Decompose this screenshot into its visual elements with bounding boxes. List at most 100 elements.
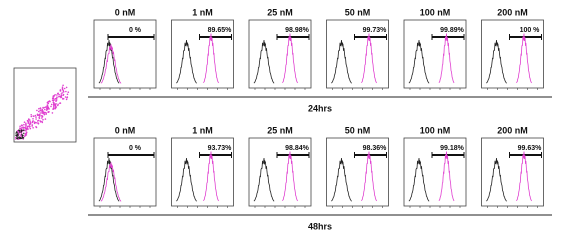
scatter-dot xyxy=(40,115,43,117)
panel-frame xyxy=(171,137,234,207)
scatter-dot xyxy=(55,100,57,102)
scatter-dot xyxy=(54,104,57,107)
scatter-dot xyxy=(38,107,40,110)
scatter-dot xyxy=(26,127,29,129)
percent-label: 98.84% xyxy=(285,145,310,152)
histogram-panel: 98.36% xyxy=(326,137,389,208)
scatter-dot xyxy=(36,120,39,122)
scatter-dot xyxy=(28,126,31,128)
scatter-dot xyxy=(61,87,64,90)
panel-frame xyxy=(248,19,312,89)
scatter-dot xyxy=(30,115,33,118)
scatter-dot xyxy=(60,96,63,98)
scatter-dot xyxy=(44,118,47,120)
treated-histogram xyxy=(203,33,219,84)
time-label: 48hrs xyxy=(308,221,332,231)
percent-label: 99.63% xyxy=(518,145,543,152)
histogram-panel: 0 % xyxy=(93,137,157,208)
scatter-dot xyxy=(29,123,32,125)
scatter-dot xyxy=(63,87,66,90)
percent-label: 0 % xyxy=(129,27,142,34)
scatter-dot xyxy=(29,127,32,130)
scatter-dot xyxy=(52,108,54,110)
panel-frame xyxy=(93,19,157,89)
scatter-dot xyxy=(21,137,23,139)
scatter-dot xyxy=(36,109,38,112)
scatter-dot xyxy=(55,103,57,105)
control-histogram xyxy=(253,157,275,202)
percent-label: 98.98% xyxy=(285,27,310,34)
scatter-dot xyxy=(41,111,43,113)
scatter-dot xyxy=(24,126,27,128)
scatter-dot xyxy=(66,93,69,96)
scatter-dot xyxy=(32,118,34,120)
concentration-label: 50 nM xyxy=(345,7,371,17)
scatter-dot xyxy=(59,102,62,104)
scatter-dot xyxy=(65,90,67,93)
scatter-dot xyxy=(59,90,62,92)
scatter-dot xyxy=(41,109,44,112)
histogram-panel: 98.98% xyxy=(248,19,312,90)
scatter-dot xyxy=(60,94,63,97)
panel-frame xyxy=(93,137,157,207)
scatter-dot xyxy=(52,105,55,107)
scatter-dot xyxy=(31,125,33,127)
scatter-dot xyxy=(55,99,58,101)
panel-frame xyxy=(403,19,467,89)
scatter-dot xyxy=(33,115,35,118)
scatter-dot xyxy=(46,106,49,109)
scatter-dot xyxy=(27,125,30,128)
scatter-dot xyxy=(21,124,23,126)
histogram-panel: 99.89% xyxy=(403,19,467,90)
control-histogram xyxy=(486,157,507,202)
scatter-dot xyxy=(39,115,41,117)
scatter-dot xyxy=(31,121,34,124)
scatter-dot xyxy=(59,95,61,98)
control-histogram xyxy=(408,157,430,202)
treated-histogram xyxy=(361,33,377,84)
scatter-dot xyxy=(36,114,39,117)
histogram-panel: 99.63% xyxy=(481,137,544,208)
percent-label: 99.18% xyxy=(440,145,465,152)
scatter-dot xyxy=(52,101,55,103)
scatter-dot xyxy=(17,134,19,136)
control-histogram xyxy=(176,157,197,202)
scatter-dot xyxy=(45,113,47,115)
scatter-dot xyxy=(15,134,17,136)
scatter-dot xyxy=(38,117,41,119)
scatter-dot xyxy=(20,131,22,133)
scatter-dot xyxy=(37,110,40,113)
control-histogram xyxy=(98,157,120,202)
histogram-panel: 99.73% xyxy=(326,19,389,90)
scatter-dot xyxy=(39,107,42,110)
control-histogram xyxy=(331,157,352,202)
scatter-dot xyxy=(24,127,27,130)
scatter-dot xyxy=(39,112,41,114)
panel-frame xyxy=(403,137,467,207)
scatter-dot xyxy=(30,114,32,116)
scatter-dot xyxy=(39,110,41,112)
scatter-dot xyxy=(27,121,30,123)
concentration-label: 0 nM xyxy=(115,7,136,17)
panel-frame xyxy=(481,137,544,207)
scatter-dot xyxy=(23,121,26,123)
scatter-dot xyxy=(57,103,59,106)
treated-histogram xyxy=(516,151,532,202)
treated-histogram xyxy=(361,151,377,202)
scatter-dot xyxy=(23,132,25,134)
concentration-label: 100 nM xyxy=(420,7,451,17)
scatter-dot xyxy=(41,120,43,123)
scatter-dot xyxy=(45,109,48,111)
scatter-dot xyxy=(47,111,50,113)
scatter-dot xyxy=(29,121,32,123)
scatter-dot xyxy=(62,94,64,96)
scatter-dot xyxy=(51,112,54,114)
concentration-label: 50 nM xyxy=(345,125,371,135)
panel-frame xyxy=(326,137,389,207)
scatter-dot xyxy=(45,106,47,108)
control-histogram xyxy=(408,39,430,84)
scatter-dot xyxy=(20,129,23,131)
scatter-plot xyxy=(13,67,77,143)
treated-histogram xyxy=(100,162,122,202)
scatter-dot xyxy=(67,91,70,93)
